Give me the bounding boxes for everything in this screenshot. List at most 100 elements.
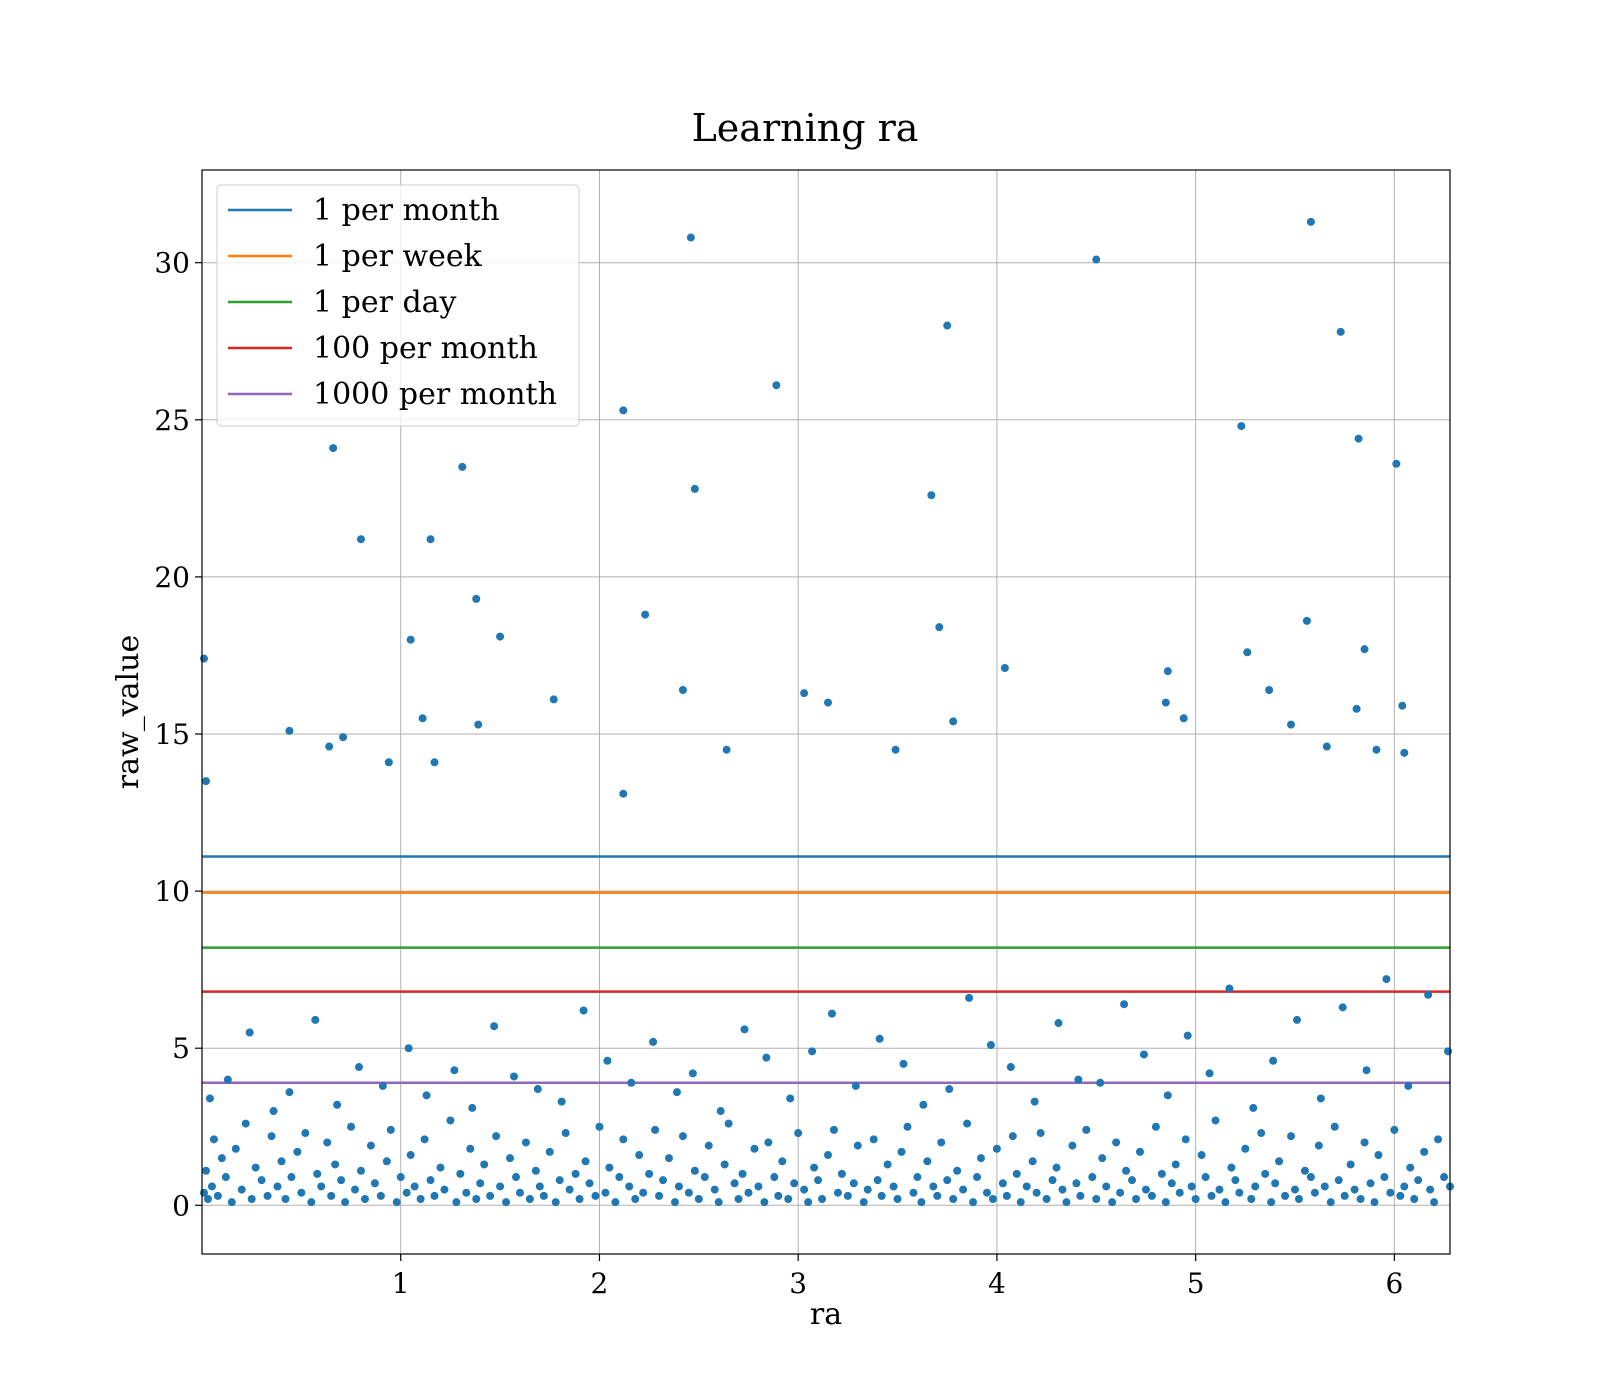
scatter-point bbox=[496, 632, 505, 641]
scatter-point bbox=[422, 1091, 431, 1100]
scatter-point bbox=[730, 1179, 739, 1188]
scatter-point bbox=[641, 610, 650, 619]
scatter-point bbox=[762, 1053, 771, 1062]
scatter-point bbox=[426, 535, 435, 544]
scatter-point bbox=[1281, 1191, 1290, 1200]
scatter-point bbox=[1404, 1081, 1413, 1090]
scatter-point bbox=[386, 1125, 395, 1134]
legend-box bbox=[216, 184, 580, 427]
scatter-point bbox=[1257, 1129, 1266, 1138]
scatter-point bbox=[945, 1085, 954, 1094]
scatter-point bbox=[1269, 1056, 1278, 1065]
scatter-point bbox=[1440, 1173, 1449, 1182]
scatter-point bbox=[601, 1188, 610, 1197]
scatter-point bbox=[521, 1138, 530, 1147]
scatter-point bbox=[571, 1169, 580, 1178]
scatter-point bbox=[863, 1185, 872, 1194]
scatter-point bbox=[891, 745, 900, 754]
scatter-point bbox=[1362, 1066, 1371, 1075]
scatter-point bbox=[205, 1094, 214, 1103]
scatter-point bbox=[1310, 1188, 1319, 1197]
scatter-point bbox=[1157, 1169, 1166, 1178]
scatter-point bbox=[678, 686, 687, 695]
scatter-point bbox=[1261, 1169, 1270, 1178]
scatter-point bbox=[778, 1157, 787, 1166]
scatter-point bbox=[1062, 1198, 1071, 1207]
scatter-point bbox=[1352, 704, 1361, 713]
scatter-point bbox=[1396, 1191, 1405, 1200]
scatter-point bbox=[1346, 1160, 1355, 1169]
scatter-point bbox=[738, 1169, 747, 1178]
scatter-point bbox=[720, 1160, 729, 1169]
scatter-point bbox=[595, 1122, 604, 1131]
scatter-point bbox=[341, 1198, 350, 1207]
scatter-point bbox=[859, 1198, 868, 1207]
scatter-point bbox=[277, 1157, 286, 1166]
scatter-point bbox=[645, 1169, 654, 1178]
scatter-point bbox=[790, 1179, 799, 1188]
scatter-point bbox=[506, 1154, 515, 1163]
scatter-point bbox=[1338, 1003, 1347, 1012]
scatter-point bbox=[1382, 975, 1391, 984]
scatter-point bbox=[869, 1135, 878, 1144]
scatter-point bbox=[1386, 1188, 1395, 1197]
scatter-point bbox=[301, 1129, 310, 1138]
scatter-point bbox=[456, 1169, 465, 1178]
scatter-point bbox=[1406, 1163, 1415, 1172]
scatter-point bbox=[1302, 616, 1311, 625]
legend: 1 per month 1 per week 1 per day 100 per mo… bbox=[216, 184, 580, 427]
scatter-point bbox=[468, 1103, 477, 1112]
scatter-point bbox=[221, 1173, 230, 1182]
x-tick-label: 3 bbox=[789, 1267, 807, 1300]
scatter-point bbox=[581, 1157, 590, 1166]
scatter-point bbox=[690, 484, 699, 493]
scatter-point bbox=[1201, 1173, 1210, 1182]
legend-entry-label: 1 per week bbox=[313, 239, 483, 274]
scatter-point bbox=[917, 1198, 926, 1207]
scatter-point bbox=[402, 1188, 411, 1197]
scatter-point bbox=[700, 1173, 709, 1182]
scatter-point bbox=[686, 233, 695, 242]
scatter-point bbox=[317, 1182, 326, 1191]
scatter-point bbox=[603, 1056, 612, 1065]
plot-frame bbox=[201, 169, 1451, 1255]
scatter-point bbox=[251, 1163, 260, 1172]
scatter-point bbox=[539, 1191, 548, 1200]
scatter-point bbox=[1167, 1179, 1176, 1188]
scatter-point bbox=[704, 1141, 713, 1150]
scatter-point bbox=[649, 1037, 658, 1046]
scatter-point bbox=[982, 1188, 991, 1197]
scatter-point bbox=[1380, 1173, 1389, 1182]
scatter-point bbox=[1000, 664, 1009, 673]
scatter-point bbox=[360, 1195, 369, 1204]
scatter-point bbox=[1225, 984, 1234, 993]
scatter-point bbox=[823, 698, 832, 707]
scatter-point bbox=[1287, 1132, 1296, 1141]
scatter-point bbox=[611, 1198, 620, 1207]
scatter-point bbox=[430, 1191, 439, 1200]
scatter-point bbox=[267, 1132, 276, 1141]
x-tick-label: 2 bbox=[591, 1267, 609, 1300]
scatter-point bbox=[1175, 1188, 1184, 1197]
scatter-point bbox=[1251, 1182, 1260, 1191]
scatter-point bbox=[927, 491, 936, 500]
scatter-point bbox=[1102, 1182, 1111, 1191]
scatter-point bbox=[356, 535, 365, 544]
scatter-point bbox=[446, 1116, 455, 1125]
scatter-point bbox=[1181, 1135, 1190, 1144]
scatter-point bbox=[418, 714, 427, 723]
scatter-point bbox=[203, 1195, 212, 1204]
scatter-point bbox=[515, 1188, 524, 1197]
scatter-point bbox=[201, 1166, 210, 1175]
scatter-point bbox=[406, 635, 415, 644]
y-tick-label: 5 bbox=[172, 1032, 190, 1065]
scatter-point bbox=[1163, 1091, 1172, 1100]
scatter-point bbox=[1249, 1103, 1258, 1112]
y-tick-label: 25 bbox=[154, 404, 190, 437]
scatter-point bbox=[833, 1188, 842, 1197]
scatter-point bbox=[545, 1147, 554, 1156]
scatter-point bbox=[665, 1154, 674, 1163]
scatter-point bbox=[263, 1191, 272, 1200]
scatter-point bbox=[273, 1182, 282, 1191]
